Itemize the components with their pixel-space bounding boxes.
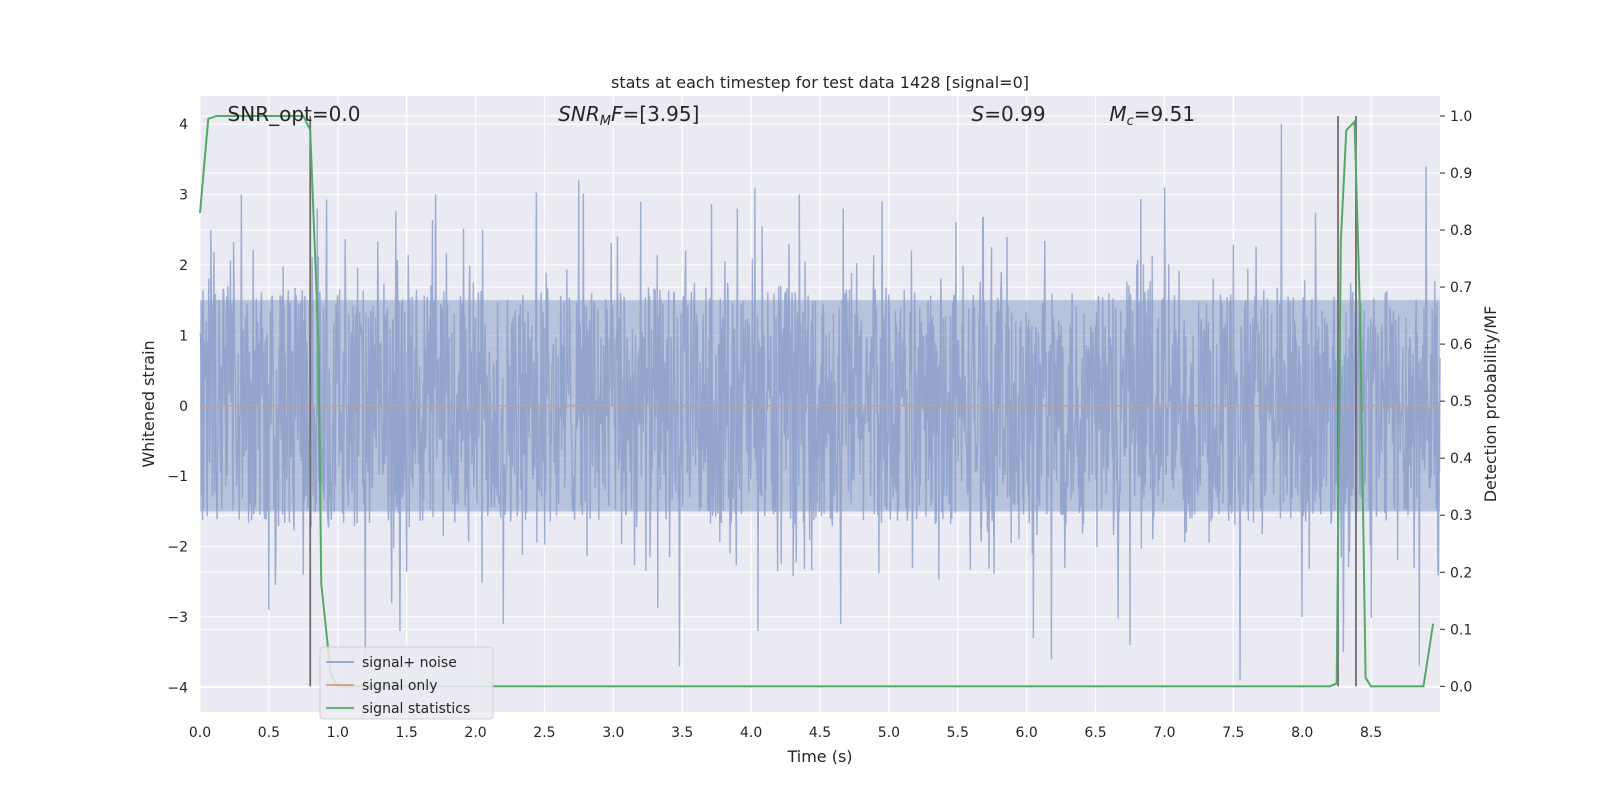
x-tick-label: 6.5 [1084, 725, 1106, 741]
y-tick-label: −1 [167, 469, 188, 485]
x-tick-label: 5.5 [947, 725, 969, 741]
x-tick-label: 0.0 [189, 725, 211, 741]
x-tick-label: 8.0 [1291, 725, 1313, 741]
y2-tick-label: 0.1 [1450, 622, 1472, 638]
y-axis-label: Whitened strain [139, 340, 158, 467]
legend-entry: signal only [362, 678, 437, 694]
y2-tick-label: 1.0 [1450, 109, 1472, 125]
y-tick-label: −3 [167, 610, 188, 626]
x-tick-label: 5.0 [878, 725, 900, 741]
y2-tick-label: 0.6 [1450, 337, 1472, 353]
y-tick-label: 0 [179, 399, 188, 415]
x-tick-label: 7.5 [1222, 725, 1244, 741]
x-tick-label: 0.5 [258, 725, 280, 741]
y2-tick-label: 0.2 [1450, 565, 1472, 581]
y2-tick-label: 0.4 [1450, 451, 1472, 467]
x-tick-label: 4.5 [809, 725, 831, 741]
axes: 0.0 0.5 1.0 1.5 2.0 2.5 3.0 3.5 4.0 4.5 5.0 5.5 6.0 6… [167, 109, 1472, 741]
y2-tick-label: 0.9 [1450, 166, 1472, 182]
x-tick-label: 2.0 [464, 725, 486, 741]
x-tick-label: 3.0 [602, 725, 624, 741]
y2-tick-label: 0.5 [1450, 394, 1472, 410]
y2-axis-label: Detection probability/MF [1481, 306, 1500, 503]
y-tick-label: 4 [179, 117, 188, 133]
y-tick-label: −4 [167, 680, 188, 696]
x-tick-label: 2.5 [533, 725, 555, 741]
x-tick-label: 7.0 [1153, 725, 1175, 741]
y2-tick-label: 0.7 [1450, 280, 1472, 296]
annotation-mc: Mc=9.51 [1109, 102, 1195, 129]
legend-box [319, 646, 494, 720]
x-axis-label: Time (s) [786, 747, 852, 766]
legend-entry: signal statistics [362, 701, 470, 717]
annotation-s: S=0.99 [972, 102, 1046, 126]
x-tick-label: 1.0 [327, 725, 349, 741]
y-tick-label: −2 [167, 540, 188, 556]
x-tick-label: 1.5 [396, 725, 418, 741]
x-tick-label: 6.0 [1016, 725, 1038, 741]
y-tick-label: 2 [179, 258, 188, 274]
x-tick-label: 4.0 [740, 725, 762, 741]
chart-title: stats at each timestep for test data 142… [611, 73, 1029, 92]
y2-tick-label: 0.0 [1450, 679, 1472, 695]
y2-tick-label: 0.3 [1450, 508, 1472, 524]
annotation-snr-mf: SNRMF=[3.95] [558, 102, 699, 129]
y2-tick-label: 0.8 [1450, 223, 1472, 239]
y-tick-label: 3 [179, 188, 188, 204]
legend: signal+ noise signal only signal statistic… [319, 646, 494, 720]
annotation-snr-opt: SNR_opt=0.0 [228, 102, 361, 126]
annotations: SNR_opt=0.0 SNRMF=[3.95] S=0.99 Mc=9.51 [228, 102, 1195, 129]
y-tick-label: 1 [179, 328, 188, 344]
x-tick-label: 3.5 [671, 725, 693, 741]
legend-entry: signal+ noise [362, 655, 457, 671]
x-tick-label: 8.5 [1360, 725, 1382, 741]
